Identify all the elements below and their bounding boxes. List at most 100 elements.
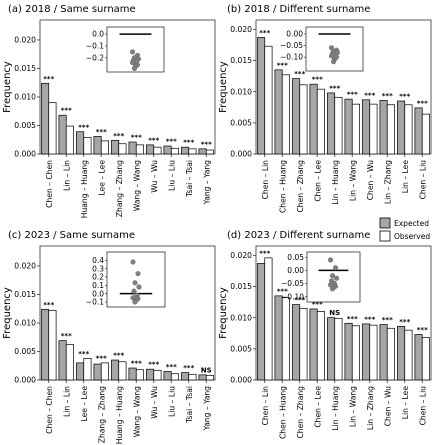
y-tick-label: 0.015 bbox=[230, 56, 252, 65]
bar-observed bbox=[83, 137, 92, 155]
panel-title: (c) 2023 / Same surname bbox=[8, 230, 135, 241]
bar-observed bbox=[404, 104, 413, 155]
bar-expected bbox=[414, 334, 423, 381]
x-tick-label: Lin – Lee bbox=[401, 160, 410, 194]
bar-observed bbox=[135, 369, 144, 381]
inset-point bbox=[327, 257, 334, 263]
inset-tick-label: −0.10 bbox=[281, 292, 304, 301]
inset-plot: 0.05 0.00 −0.05 −0.10 bbox=[281, 251, 361, 303]
x-tick-label: Chen – Lee bbox=[313, 160, 322, 202]
bar-expected bbox=[198, 148, 207, 155]
legend-label: Observed bbox=[394, 232, 430, 241]
bar-observed bbox=[48, 310, 57, 381]
x-tick-label: Yang – Yang bbox=[202, 160, 211, 206]
inset-point bbox=[129, 49, 136, 55]
x-tick-label: Chen – Zhang bbox=[296, 160, 305, 213]
y-tick-label: 0.005 bbox=[230, 344, 252, 353]
panel-title: (b) 2018 / Different surname bbox=[227, 4, 370, 15]
significance-label: *** bbox=[148, 361, 159, 369]
bar-observed bbox=[299, 307, 308, 381]
bar-expected bbox=[76, 362, 85, 381]
bar-expected bbox=[41, 82, 50, 155]
x-tick-label: Liu – Liu bbox=[167, 386, 176, 417]
significance-label: *** bbox=[131, 134, 142, 142]
chart-panel-3: (c) 2023 / Same surname Frequency 0.000 0.0… bbox=[2, 230, 216, 444]
x-tick-label: Wang – Wang bbox=[132, 386, 141, 437]
bar-expected bbox=[327, 317, 336, 381]
bar-expected bbox=[309, 83, 318, 155]
x-tick-label: Zhang – Zhang bbox=[97, 386, 106, 443]
significance-label: *** bbox=[399, 318, 410, 326]
y-tick-label: 0.010 bbox=[230, 313, 252, 322]
significance-label: *** bbox=[417, 326, 428, 334]
significance-label: NS bbox=[201, 366, 212, 374]
inset-plot: 0.0 −0.1 −0.2 bbox=[86, 26, 165, 73]
bar-observed bbox=[404, 329, 413, 381]
bar-expected bbox=[181, 146, 190, 155]
bar-observed bbox=[421, 113, 430, 155]
plot-frame bbox=[39, 19, 216, 155]
bar-observed bbox=[205, 149, 214, 155]
x-tick-label: Huang – Huang bbox=[80, 160, 89, 218]
inset-point bbox=[330, 59, 337, 65]
inset-point bbox=[135, 271, 141, 277]
y-tick-label: 0.020 bbox=[14, 262, 36, 271]
significance-label: *** bbox=[277, 287, 288, 295]
plot-frame bbox=[255, 19, 432, 155]
bar-observed bbox=[170, 147, 179, 155]
x-tick-label: Chen – Lee bbox=[313, 386, 322, 428]
x-tick-label: Tsai – Tsai bbox=[185, 160, 194, 198]
bar-expected bbox=[274, 69, 283, 155]
bar-observed bbox=[153, 369, 162, 381]
inset-point bbox=[129, 59, 136, 66]
significance-label: NS bbox=[329, 309, 340, 317]
bar-expected bbox=[362, 99, 371, 155]
significance-label: *** bbox=[96, 128, 107, 136]
inset-point bbox=[329, 286, 336, 292]
significance-label: *** bbox=[43, 301, 54, 309]
plot-frame bbox=[255, 245, 432, 381]
y-tick-label: 0.015 bbox=[14, 64, 36, 73]
bar-observed bbox=[170, 373, 179, 381]
bar-expected bbox=[58, 114, 67, 155]
bar-expected bbox=[362, 323, 371, 381]
panel-title: (d) 2023 / Different surname bbox=[227, 230, 370, 241]
y-axis-label: Frequency bbox=[218, 287, 229, 339]
bar-expected bbox=[41, 308, 50, 381]
significance-label: *** bbox=[43, 75, 54, 83]
plot-frame bbox=[39, 245, 216, 381]
inset-tick-label: −0.1 bbox=[86, 42, 104, 51]
bar-expected bbox=[379, 100, 388, 155]
bar-expected bbox=[93, 135, 102, 155]
bar-expected bbox=[163, 145, 172, 155]
bar-expected bbox=[292, 304, 301, 381]
bar-observed bbox=[334, 317, 343, 381]
inset-point bbox=[333, 275, 340, 281]
x-tick-label: Chen – Huang bbox=[278, 386, 287, 439]
bar-expected bbox=[128, 367, 137, 381]
significance-label: *** bbox=[131, 360, 142, 368]
x-tick-label: Chen – Wu bbox=[366, 160, 375, 200]
y-tick-label: 0.015 bbox=[14, 290, 36, 299]
x-tick-label: Chen – Huang bbox=[278, 160, 287, 213]
x-tick-label: Chen – Chen bbox=[45, 386, 54, 434]
bar-observed bbox=[351, 325, 360, 381]
bar-observed bbox=[386, 327, 395, 381]
x-tick-label: Lin – Wang bbox=[348, 386, 357, 427]
y-tick-label: 0.000 bbox=[14, 150, 36, 159]
inset-tick-label: 0.05 bbox=[287, 253, 304, 262]
significance-label: *** bbox=[78, 350, 89, 358]
y-tick-label: 0.005 bbox=[230, 118, 252, 127]
significance-label: *** bbox=[259, 249, 270, 257]
significance-label: *** bbox=[312, 300, 323, 308]
inset-tick-label: 0.00 bbox=[287, 266, 304, 275]
bar-observed bbox=[421, 337, 430, 381]
bar-observed bbox=[299, 84, 308, 155]
legend-swatch-expected bbox=[379, 217, 391, 229]
bar-observed bbox=[65, 125, 74, 155]
x-tick-label: Wu – Wu bbox=[150, 386, 159, 419]
x-tick-label: Chen – Zhang bbox=[296, 386, 305, 439]
significance-label: *** bbox=[201, 140, 212, 148]
bar-observed bbox=[188, 148, 197, 155]
significance-label: *** bbox=[347, 91, 358, 99]
